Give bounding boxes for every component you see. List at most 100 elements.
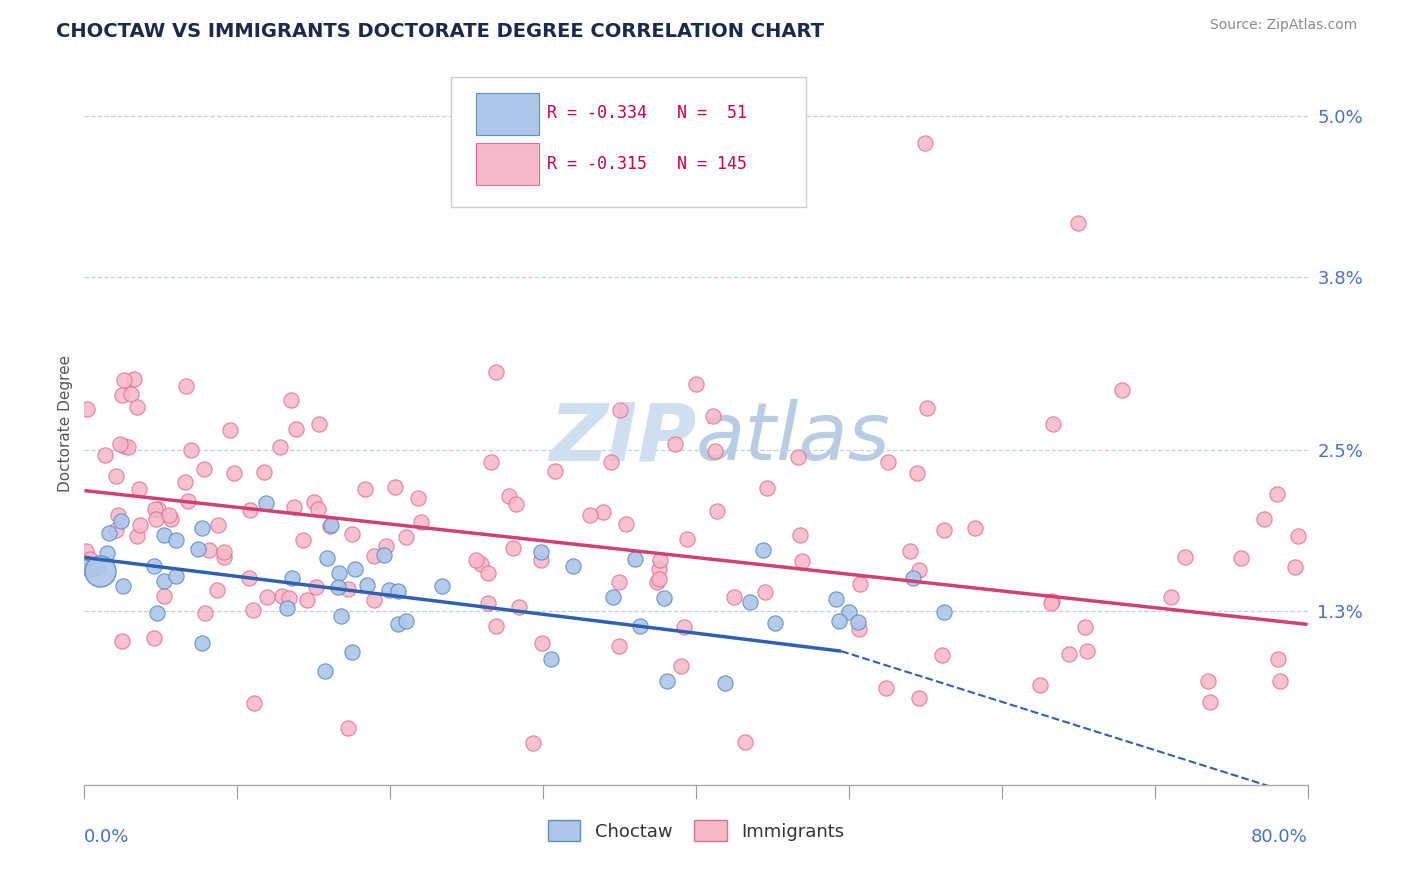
Point xyxy=(1284,559,1306,574)
Point xyxy=(609,403,631,417)
Point xyxy=(432,579,454,593)
Point xyxy=(180,443,202,458)
Point xyxy=(849,576,872,591)
Point xyxy=(307,502,329,516)
Point xyxy=(387,617,409,632)
Point xyxy=(276,601,298,615)
Point xyxy=(645,574,668,589)
Point xyxy=(278,591,301,605)
Point xyxy=(530,635,553,649)
Point xyxy=(363,549,385,563)
Point xyxy=(191,521,214,535)
Point xyxy=(108,437,131,451)
Point xyxy=(931,648,953,663)
Point xyxy=(1029,678,1052,692)
Point xyxy=(614,517,637,532)
Point xyxy=(197,542,219,557)
Point xyxy=(142,559,165,574)
Point xyxy=(908,563,931,577)
Point xyxy=(125,529,148,543)
Point xyxy=(522,736,544,750)
Text: R = -0.315   N = 145: R = -0.315 N = 145 xyxy=(547,154,747,172)
Point xyxy=(76,401,98,416)
Point xyxy=(544,464,567,478)
Point xyxy=(848,623,870,637)
Point xyxy=(647,562,669,576)
Point xyxy=(374,539,396,553)
Point xyxy=(105,523,128,537)
Point xyxy=(165,533,187,548)
Point xyxy=(561,558,583,573)
Point xyxy=(470,558,492,572)
Point xyxy=(1074,620,1097,634)
Point xyxy=(932,523,955,537)
Point xyxy=(344,562,367,576)
Point xyxy=(408,491,430,505)
Point xyxy=(789,528,811,542)
Point xyxy=(900,544,922,558)
Point xyxy=(308,417,330,431)
Point xyxy=(112,439,135,453)
Point xyxy=(157,508,180,522)
Point xyxy=(600,455,623,469)
Point xyxy=(89,564,111,578)
Point xyxy=(340,645,363,659)
Point xyxy=(1253,512,1275,526)
Point xyxy=(578,508,600,522)
Point xyxy=(1039,596,1062,610)
Point xyxy=(1111,383,1133,397)
Point xyxy=(1174,549,1197,564)
Point xyxy=(723,591,745,605)
Point xyxy=(143,502,166,516)
Point xyxy=(112,579,135,593)
Point xyxy=(98,525,121,540)
Text: 80.0%: 80.0% xyxy=(1251,829,1308,847)
FancyBboxPatch shape xyxy=(451,77,806,207)
Point xyxy=(1286,529,1309,543)
Point xyxy=(706,504,728,518)
Point xyxy=(1265,487,1288,501)
Point xyxy=(714,676,737,690)
Point xyxy=(1229,551,1251,566)
Point xyxy=(485,366,508,380)
Point xyxy=(602,590,624,604)
Point xyxy=(238,571,260,585)
Point xyxy=(702,409,724,424)
Point xyxy=(477,596,499,610)
Point xyxy=(128,482,150,496)
Point xyxy=(173,475,195,489)
Point xyxy=(734,735,756,749)
Point xyxy=(915,401,938,416)
Point xyxy=(1042,417,1064,432)
Point xyxy=(875,681,897,695)
Point xyxy=(786,450,808,464)
Point xyxy=(145,511,167,525)
Point xyxy=(685,376,707,391)
Point xyxy=(914,136,936,150)
FancyBboxPatch shape xyxy=(475,93,540,135)
Point xyxy=(239,503,262,517)
Point xyxy=(283,500,305,515)
Point xyxy=(477,566,499,580)
Point xyxy=(354,483,377,497)
Point xyxy=(1267,652,1289,666)
Point xyxy=(305,580,328,594)
Text: CHOCTAW VS IMMIGRANTS DOCTORATE DEGREE CORRELATION CHART: CHOCTAW VS IMMIGRANTS DOCTORATE DEGREE C… xyxy=(56,22,824,41)
Point xyxy=(411,516,433,530)
Point xyxy=(153,589,176,603)
Point xyxy=(193,461,215,475)
Point xyxy=(1160,590,1182,604)
Point xyxy=(122,372,145,386)
Text: atlas: atlas xyxy=(696,399,891,477)
Point xyxy=(112,373,135,387)
Point xyxy=(384,480,406,494)
Point xyxy=(105,469,128,483)
Point xyxy=(316,550,339,565)
Point xyxy=(481,455,503,469)
Point xyxy=(740,595,762,609)
Point xyxy=(609,639,631,653)
Text: 0.0%: 0.0% xyxy=(84,829,129,847)
Point xyxy=(165,568,187,582)
Point xyxy=(790,554,813,568)
Point xyxy=(93,448,115,462)
